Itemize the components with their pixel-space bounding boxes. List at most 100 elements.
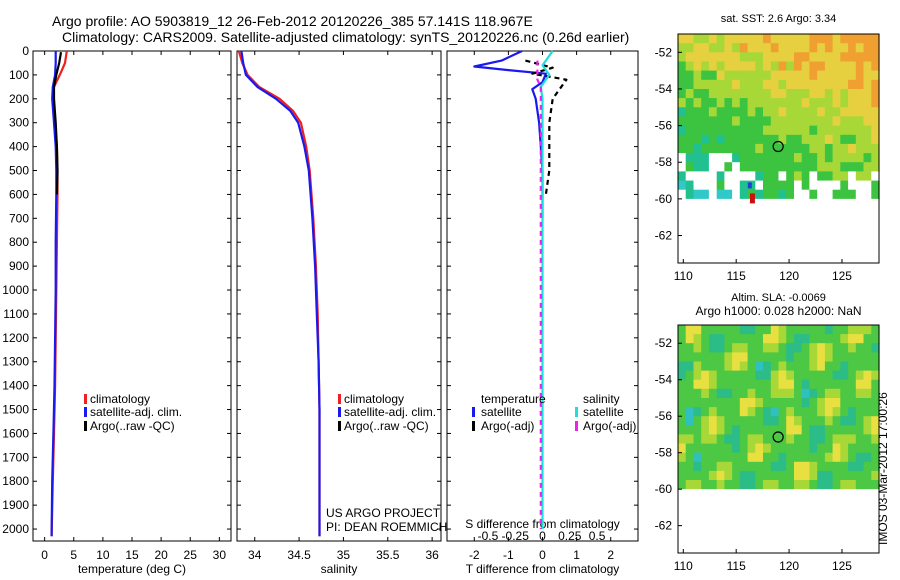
map-cell <box>832 379 841 390</box>
map-cell <box>732 407 741 417</box>
map-cell <box>786 480 795 490</box>
map-cell <box>809 443 818 454</box>
map-cell <box>739 70 749 81</box>
map-cell <box>708 452 718 463</box>
map-cell <box>778 388 787 399</box>
map-cell <box>693 361 702 372</box>
map-cell <box>693 189 702 200</box>
map-cell <box>678 388 687 399</box>
map-cell <box>755 480 764 490</box>
map-cell <box>678 98 687 108</box>
map-y-tick-label: -56 <box>655 409 673 423</box>
map-cell <box>824 162 834 172</box>
map-cell <box>786 407 795 417</box>
map-cell <box>817 52 826 63</box>
map-cell <box>724 461 733 472</box>
map-cell <box>716 425 725 435</box>
map-cell <box>817 343 826 353</box>
map-title-line1: Altim. SLA: -0.0069 <box>731 292 826 304</box>
map-cell <box>824 407 834 417</box>
map-cell <box>763 452 772 463</box>
map-cell <box>770 79 780 90</box>
map-cell <box>724 370 733 381</box>
map-cell <box>848 361 857 372</box>
map-cell <box>832 143 841 154</box>
map-cell <box>863 443 872 454</box>
map-cell <box>701 43 710 53</box>
map-cell <box>755 461 764 472</box>
map-cell <box>739 352 749 363</box>
map-cell <box>693 370 702 381</box>
map-cell <box>693 443 702 454</box>
map-cell <box>724 189 733 200</box>
map-cell <box>716 434 725 445</box>
map-y-tick-label: -58 <box>655 155 673 169</box>
map-x-tick-label: 115 <box>727 269 746 283</box>
map-y-tick-label: -60 <box>655 192 673 206</box>
map-cell <box>794 61 803 72</box>
map-cell <box>708 34 718 44</box>
map-cell <box>739 434 749 445</box>
map-cell <box>794 370 803 381</box>
map-cell <box>801 61 810 72</box>
map-cell <box>824 34 834 44</box>
map-cell <box>840 361 849 372</box>
map-cell <box>863 470 872 481</box>
map-cell <box>724 470 733 481</box>
map-cell <box>770 416 780 426</box>
x-tick-label: 35.5 <box>376 548 400 562</box>
project-pi: PI: DEAN ROEMMICH <box>326 520 447 534</box>
map-cell <box>863 125 872 136</box>
map-cell <box>701 61 710 72</box>
map-cell <box>840 70 849 81</box>
map-cell <box>871 443 880 454</box>
map-cell <box>824 461 834 472</box>
map-cell <box>739 361 749 372</box>
map-cell <box>755 134 764 145</box>
map-cell <box>848 480 857 490</box>
map-cell <box>716 470 725 481</box>
map-cell <box>848 343 857 353</box>
legend-swatch-climatology <box>84 394 87 404</box>
map-cell <box>693 162 702 172</box>
map-cell <box>755 89 764 99</box>
map-cell <box>809 325 818 335</box>
sst-map-panel: -52 -54 -56 -58 -60 -62 110 115 120 125 sat. SST: … <box>655 13 880 283</box>
map-cell <box>701 343 710 353</box>
map-cell <box>678 107 687 118</box>
map-cell <box>747 343 756 353</box>
map-cell <box>817 398 826 408</box>
map-cell <box>786 52 795 63</box>
map-cell <box>848 370 857 381</box>
map-cell <box>763 370 772 381</box>
map-cell <box>832 70 841 81</box>
map-cell <box>678 79 687 90</box>
map-cell <box>747 79 756 90</box>
map-x-tick-label: 125 <box>832 559 852 573</box>
map-cell <box>840 480 849 490</box>
map-cell <box>786 461 795 472</box>
map-cell <box>863 89 872 99</box>
map-cell <box>732 334 741 344</box>
map-title-line2: Argo h1000: 0.028 h2000: NaN <box>695 304 861 318</box>
map-cell <box>693 107 702 118</box>
map-cell <box>863 416 872 426</box>
map-cell <box>809 98 818 108</box>
map-cell <box>685 107 694 118</box>
legend-label-t-satellite: satellite <box>481 405 522 419</box>
map-cell <box>863 407 872 417</box>
map-cell <box>801 134 810 145</box>
map-cell <box>786 162 795 172</box>
map-cell <box>824 388 834 399</box>
map-cell <box>678 171 687 182</box>
map-cell <box>871 452 880 463</box>
map-cell <box>770 361 780 372</box>
y-tick-label: 800 <box>9 235 29 249</box>
map-cell <box>732 43 741 53</box>
map-cell <box>778 470 787 481</box>
x-tick-label: -1 <box>503 548 514 562</box>
map-cell <box>755 407 764 417</box>
map-cell <box>770 162 780 172</box>
map-cell <box>824 443 834 454</box>
map-cell <box>786 189 795 200</box>
